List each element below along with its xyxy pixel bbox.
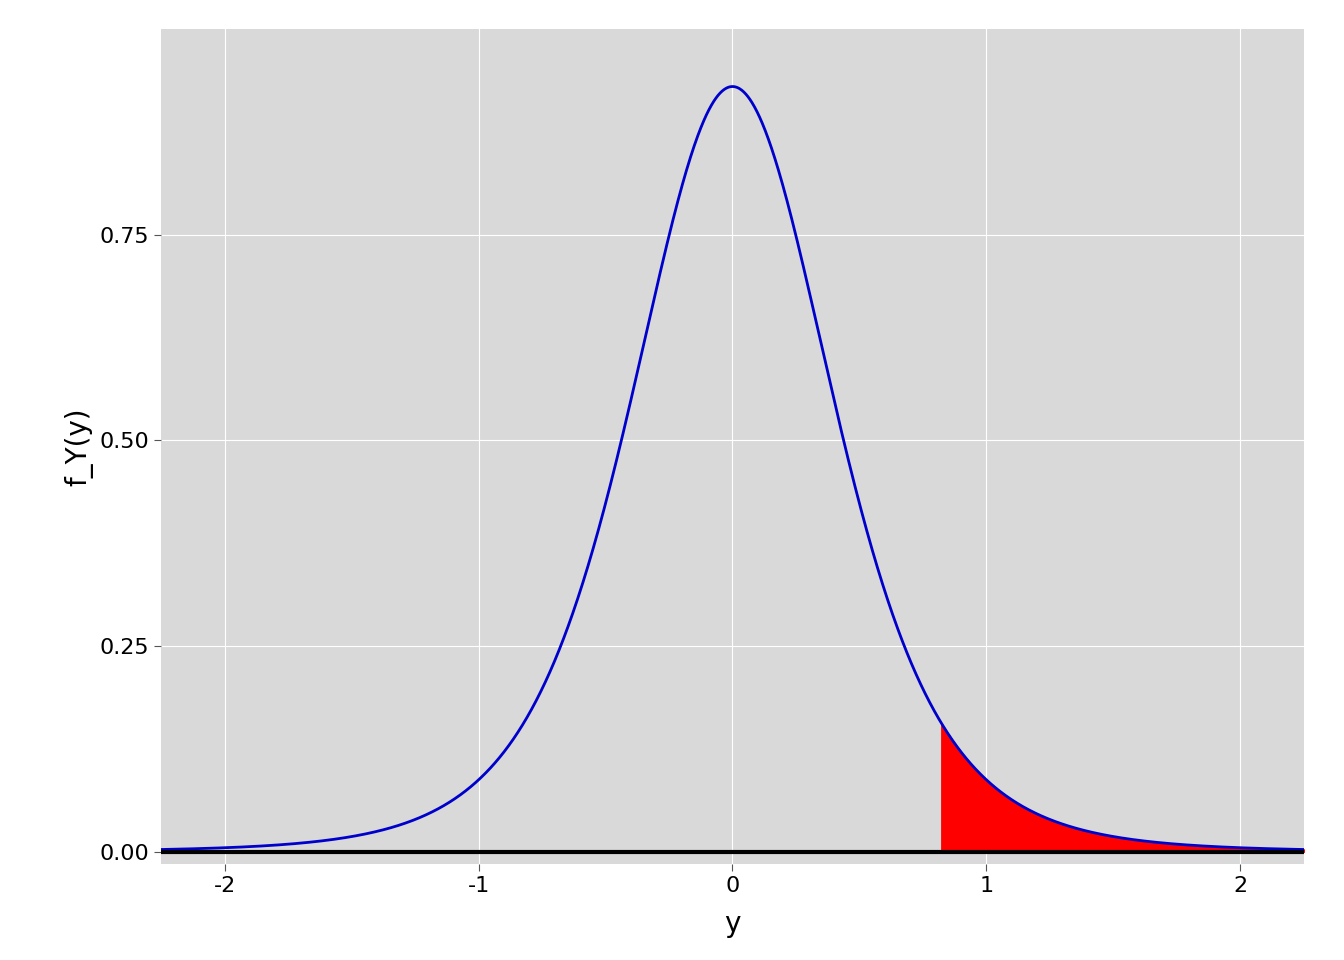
Y-axis label: f_Y(y): f_Y(y) [65,407,93,486]
X-axis label: y: y [724,910,741,938]
